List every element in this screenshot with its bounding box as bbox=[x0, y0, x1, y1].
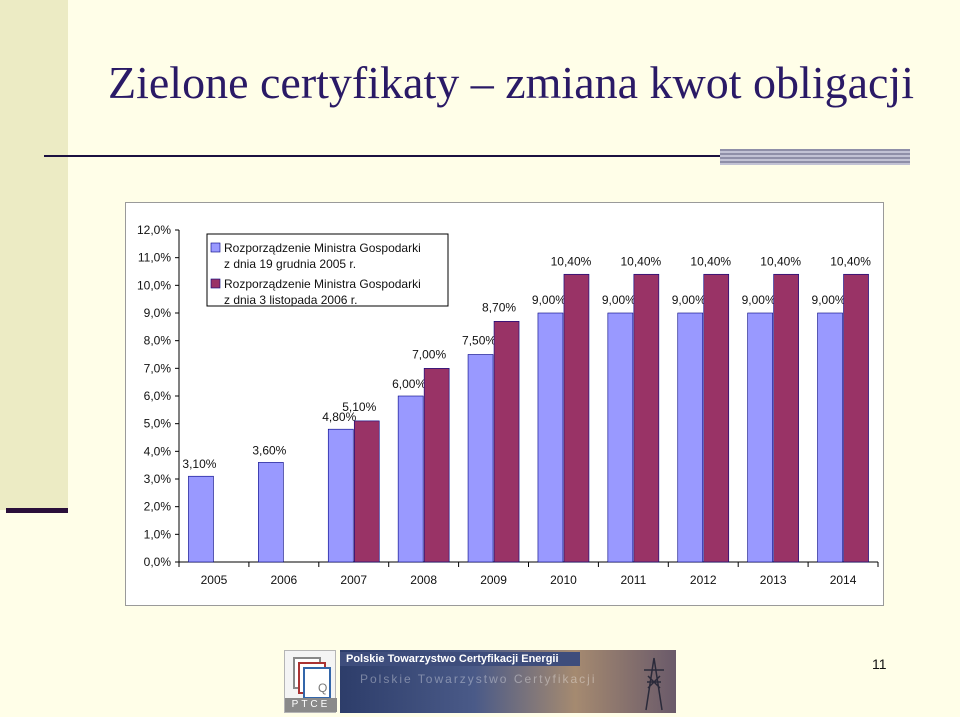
y-tick-label: 9,0% bbox=[144, 306, 172, 320]
data-label: 9,00% bbox=[602, 293, 636, 307]
y-tick-label: 8,0% bbox=[144, 334, 172, 348]
logo-band bbox=[340, 652, 580, 666]
bar-series2 bbox=[563, 273, 590, 563]
bar-series2 bbox=[423, 368, 450, 563]
bar-series1 bbox=[327, 428, 354, 563]
y-tick-label: 10,0% bbox=[137, 278, 171, 292]
data-label: 10,40% bbox=[620, 254, 661, 268]
x-tick-label: 2008 bbox=[410, 573, 437, 587]
chart-frame: 0,0% 1,0% 2,0% 3,0% 4,0% 5,0% 6,0% 7,0% 8,0% 9,0%… bbox=[125, 202, 884, 606]
page-number: 11 bbox=[872, 656, 887, 672]
y-tick-label: 6,0% bbox=[144, 389, 172, 403]
legend-label: z dnia 3 listopada 2006 r. bbox=[224, 293, 357, 307]
bar-chart: 0,0% 1,0% 2,0% 3,0% 4,0% 5,0% 6,0% 7,0% 8,0% 9,0%… bbox=[137, 223, 879, 587]
y-tick-label: 12,0% bbox=[137, 223, 171, 237]
legend-swatch bbox=[210, 278, 221, 289]
logo-banner: Polskie Towarzystwo Certyfikacji Energii… bbox=[340, 650, 676, 713]
x-tick-label: 2006 bbox=[270, 573, 297, 587]
data-label: 6,00% bbox=[392, 377, 426, 391]
q-mark-icon: Q bbox=[318, 681, 328, 695]
data-label: 3,60% bbox=[252, 443, 286, 457]
data-label: 5,10% bbox=[342, 400, 376, 414]
bar-series2 bbox=[773, 273, 799, 563]
y-tick-label: 11,0% bbox=[138, 251, 171, 265]
bar-series2 bbox=[843, 273, 869, 563]
legend-label: Rozporządzenie Ministra Gospodarki bbox=[224, 241, 421, 255]
data-label: 9,00% bbox=[532, 293, 566, 307]
data-label: 9,00% bbox=[812, 293, 846, 307]
bar-series1 bbox=[397, 395, 424, 563]
legend-label: Rozporządzenie Ministra Gospodarki bbox=[224, 277, 421, 291]
title-underline bbox=[44, 155, 910, 157]
bar-series1 bbox=[817, 312, 843, 563]
data-label: 7,50% bbox=[462, 334, 496, 348]
bar-series1 bbox=[537, 312, 564, 563]
y-tick-label: 2,0% bbox=[144, 500, 172, 514]
data-label: 10,40% bbox=[690, 254, 731, 268]
logo-acronym: PTCE bbox=[285, 698, 337, 712]
x-tick-label: 2005 bbox=[201, 573, 228, 587]
bar-series2 bbox=[703, 273, 730, 563]
y-tick-label: 4,0% bbox=[144, 444, 172, 458]
legend-label: z dnia 19 grudnia 2005 r. bbox=[224, 257, 356, 271]
slide-title: Zielone certyfikaty – zmiana kwot obliga… bbox=[108, 57, 914, 108]
power-pylon-icon bbox=[644, 657, 664, 711]
data-label: 10,40% bbox=[551, 254, 592, 268]
logo-ghost-text: Polskie Towarzystwo Certyfikacji bbox=[360, 672, 597, 686]
data-label: 3,10% bbox=[182, 457, 216, 471]
bar-series1 bbox=[607, 312, 634, 563]
bar-series1 bbox=[467, 354, 494, 563]
data-label: 9,00% bbox=[672, 293, 706, 307]
legend-box bbox=[206, 233, 449, 307]
data-label: 7,00% bbox=[412, 347, 446, 361]
data-label: 4,80% bbox=[322, 410, 356, 424]
y-tick-label: 0,0% bbox=[144, 555, 172, 569]
bar-series1 bbox=[258, 462, 284, 563]
y-tick-label: 3,0% bbox=[144, 472, 172, 486]
bar-series2 bbox=[493, 321, 520, 563]
x-tick-label: 2010 bbox=[550, 573, 577, 587]
data-label: 9,00% bbox=[742, 293, 776, 307]
x-tick-label: 2009 bbox=[480, 573, 507, 587]
x-tick-label: 2012 bbox=[690, 573, 717, 587]
x-tick-label: 2011 bbox=[620, 573, 646, 587]
x-tick-label: 2007 bbox=[340, 573, 367, 587]
title-underline-accent bbox=[720, 149, 910, 165]
bar-series2 bbox=[633, 273, 660, 563]
bar-series1 bbox=[677, 312, 704, 563]
x-tick-label: 2013 bbox=[760, 573, 787, 587]
bar-series1 bbox=[188, 475, 214, 563]
left-decor-strip-base bbox=[6, 508, 68, 513]
data-label: 10,40% bbox=[760, 254, 801, 268]
y-tick-label: 7,0% bbox=[144, 361, 172, 375]
logo-org-name: Polskie Towarzystwo Certyfikacji Energii bbox=[346, 653, 559, 665]
y-tick-label: 1,0% bbox=[144, 527, 172, 541]
y-tick-label: 5,0% bbox=[144, 417, 172, 431]
x-tick-label: 2014 bbox=[830, 573, 857, 587]
ptce-logo: Q PTCE Polskie Towarzystwo Certyfikacji … bbox=[284, 650, 676, 713]
data-label: 8,70% bbox=[482, 300, 516, 314]
ptce-logo-mark: Q PTCE bbox=[284, 650, 337, 713]
data-label: 10,40% bbox=[830, 254, 871, 268]
left-decor-strip bbox=[0, 0, 68, 510]
bar-series1 bbox=[747, 312, 773, 563]
bar-series2 bbox=[353, 420, 380, 563]
legend-swatch bbox=[210, 242, 221, 253]
